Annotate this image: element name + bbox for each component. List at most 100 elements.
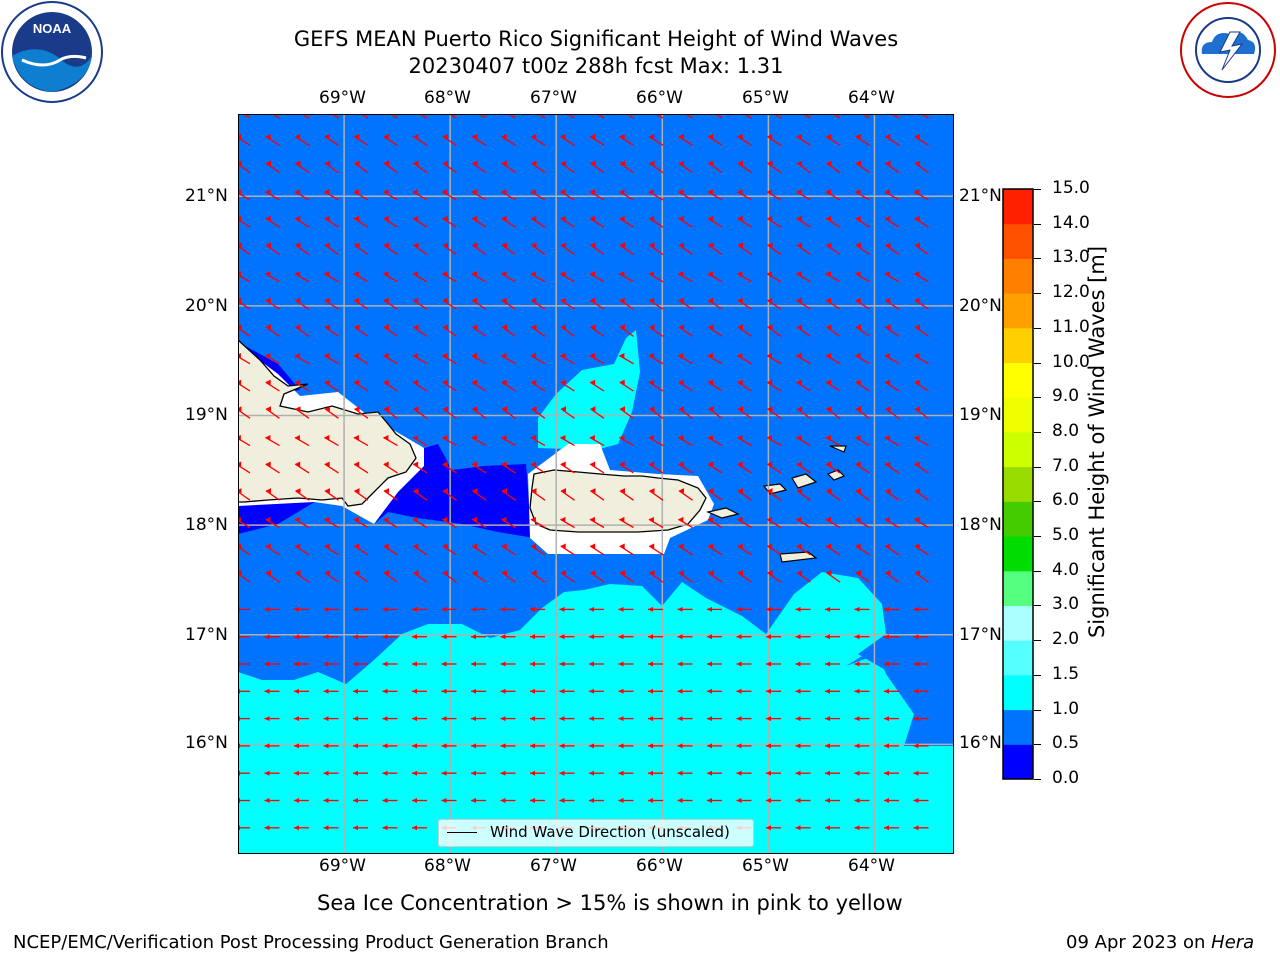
wave-direction-arrow [501,299,516,310]
wave-direction-arrow [802,114,811,119]
wave-direction-arrowhead [884,353,890,359]
wave-direction-arrowhead [383,406,389,412]
wave-direction-arrow [855,463,870,474]
wave-direction-arrow [589,381,605,392]
wave-direction-arrowhead [590,242,596,248]
wave-direction-arrow [560,490,575,501]
wave-direction-arrowhead [913,716,919,722]
wave-direction-arrowhead [795,798,801,803]
wave-direction-arrow [825,135,841,146]
wave-direction-arrowhead [294,743,299,749]
wave-direction-arrowhead [238,488,242,494]
wave-direction-arrow [324,135,339,146]
wave-direction-arrowhead [412,716,417,722]
wave-direction-arrowhead [825,770,830,776]
wave-direction-arrow [265,572,280,583]
wave-direction-arrow [442,273,457,283]
lat-label-right: 19°N [959,405,1002,425]
wave-direction-arrow [855,244,870,256]
wave-direction-arrowhead [884,716,889,722]
wave-direction-arrowhead [412,825,417,831]
wave-direction-arrow [530,299,546,310]
wave-direction-arrowhead [413,215,419,221]
wave-direction-arrow [648,545,664,556]
wave-direction-arrow [294,518,310,529]
wave-direction-arrow [294,354,310,365]
wave-direction-arrowhead [913,770,919,776]
wave-direction-arrowhead [589,189,595,195]
wave-direction-arrowhead [649,570,655,576]
wave-direction-arrowhead [914,406,920,412]
wave-direction-arrow [507,114,516,119]
wave-direction-arrow [560,545,575,556]
wave-direction-arrow [678,162,693,174]
wave-direction-arrow [294,191,310,201]
wave-direction-arrowhead [500,716,506,722]
wave-direction-arrowhead [530,770,535,776]
wave-direction-arrow [678,326,693,337]
wave-direction-arrowhead [767,215,773,221]
wave-direction-arrowhead [531,242,537,248]
wave-direction-arrowhead [825,516,831,522]
wave-direction-arrow [890,114,900,119]
wave-direction-arrowhead [412,688,417,694]
wave-direction-arrowhead [914,379,920,385]
wave-direction-arrowhead [471,353,477,359]
wave-direction-arrowhead [500,743,506,749]
wave-direction-arrow [265,217,280,228]
colorbar-segment [1003,223,1033,259]
wave-direction-arrowhead [649,242,655,248]
wave-direction-arrowhead [531,543,537,549]
wave-direction-arrowhead [736,606,742,612]
wave-direction-arrowhead [471,688,476,694]
wave-direction-arrow [796,490,811,501]
wave-direction-arrow [826,572,841,583]
wave-direction-arrowhead [500,661,506,667]
wave-direction-arrowhead [471,271,477,277]
wave-direction-arrowhead [559,688,565,694]
wave-direction-arrowhead [885,461,891,467]
wave-direction-arrow [413,326,428,337]
wave-direction-arrow [619,299,634,310]
wave-direction-arrowhead [649,297,655,303]
wave-direction-arrowhead [649,488,655,494]
wave-direction-arrowhead [295,215,301,221]
wave-direction-arrowhead [677,798,683,803]
wave-direction-arrowhead [648,798,653,803]
wave-direction-arrowhead [265,242,271,248]
wave-direction-arrow [501,572,516,583]
wave-direction-arrow [471,135,487,146]
wave-direction-arrowhead [648,516,654,522]
wave-direction-arrowhead [914,160,920,166]
wave-direction-arrow [383,408,398,419]
wave-direction-arrowhead [560,461,566,467]
wave-direction-arrow [354,244,369,256]
colorbar-tick-mark [1034,258,1041,260]
wave-direction-arrow [737,299,752,310]
wave-direction-arrow [589,436,605,447]
lon-label-bottom: 69°W [319,856,366,876]
wave-direction-arrow [265,518,280,529]
wave-direction-arrowhead [560,488,566,494]
wave-direction-arrow [796,135,811,146]
wave-direction-arrow [648,518,664,529]
wave-direction-arrow [707,354,723,365]
wave-direction-arrowhead [530,798,535,803]
wave-direction-arrow [413,572,428,583]
wave-direction-arrow [914,408,929,419]
wave-direction-arrowhead [413,324,419,330]
wave-direction-arrow [619,408,634,419]
wave-direction-arrowhead [531,160,537,166]
wave-direction-arrowhead [472,242,478,248]
wave-direction-arrow [324,408,339,419]
wave-direction-arrow [826,326,841,337]
wave-direction-arrow [678,354,693,365]
colorbar-segment [1003,431,1033,468]
wave-direction-arrow [354,326,369,337]
wave-direction-arrow [560,135,575,146]
wave-direction-arrowhead [736,634,742,640]
wave-direction-arrowhead [413,160,419,166]
wave-direction-arrowhead [589,434,595,440]
wave-direction-arrowhead [854,825,860,831]
wave-direction-arrowhead [323,743,329,749]
